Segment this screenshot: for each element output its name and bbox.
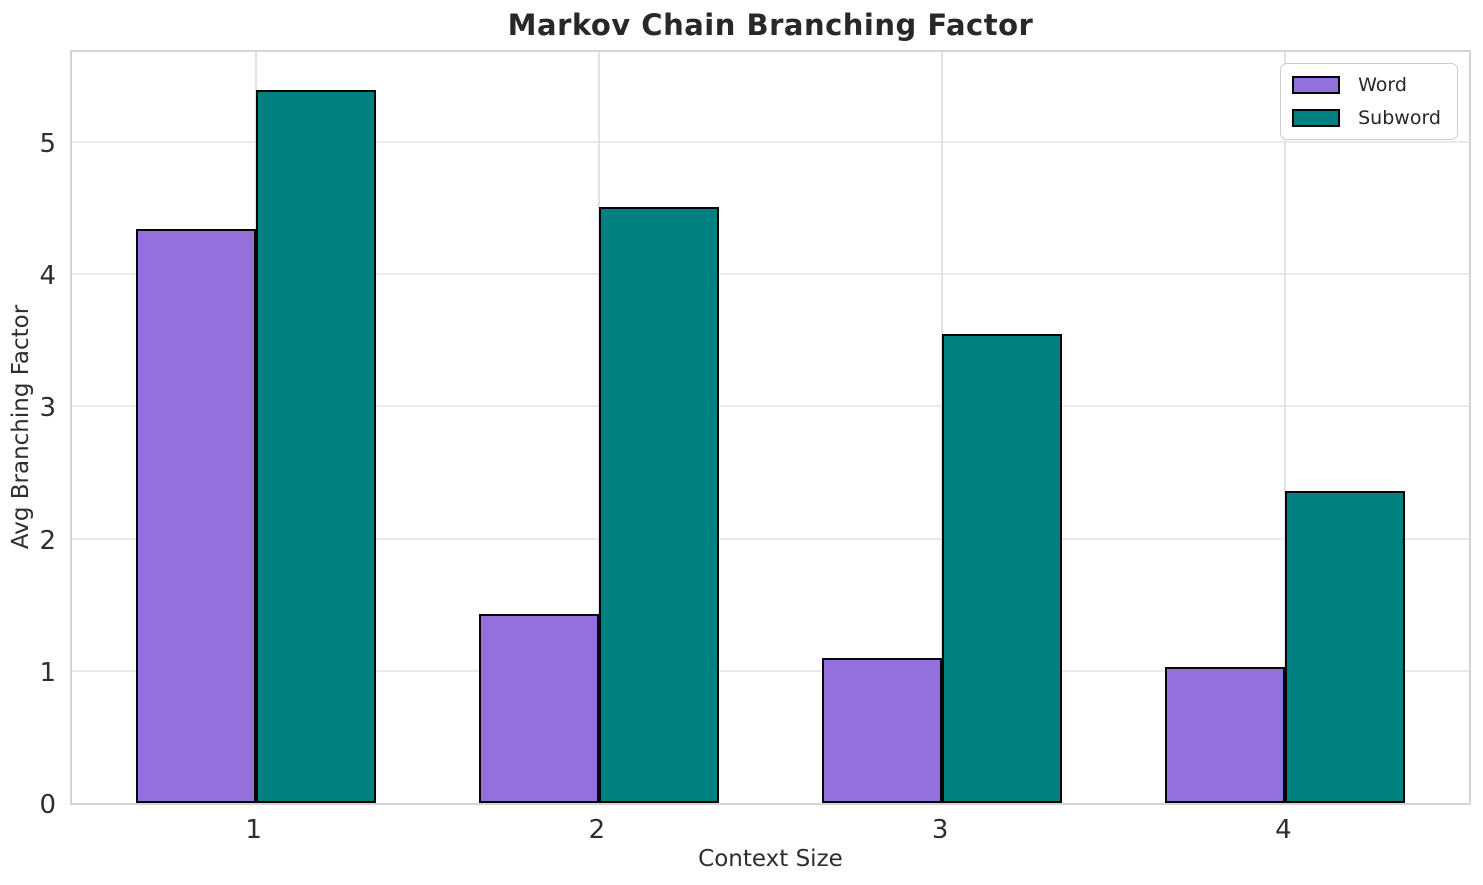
- legend-label-subword: Subword: [1358, 107, 1441, 129]
- bar-word-cat2: [478, 613, 599, 803]
- legend: Word Subword: [1280, 63, 1458, 140]
- ytick-label-3: 3: [39, 393, 56, 424]
- h-gridline-2: [72, 537, 1469, 540]
- plot-area: Word Subword: [70, 50, 1471, 805]
- bar-word-cat3: [821, 657, 943, 803]
- bar-word-cat1: [135, 229, 256, 803]
- x-axis-label: Context Size: [698, 846, 843, 872]
- legend-label-word: Word: [1358, 74, 1407, 96]
- h-gridline-4: [72, 273, 1469, 276]
- ytick-label-2: 2: [39, 525, 56, 556]
- chart-title: Markov Chain Branching Factor: [507, 8, 1034, 42]
- h-gridline-1: [72, 669, 1469, 672]
- bar-subword-cat2: [598, 206, 719, 803]
- legend-swatch-word: [1292, 76, 1341, 94]
- ytick-label-4: 4: [39, 261, 56, 292]
- ytick-label-5: 5: [39, 128, 56, 159]
- h-gridline-3: [72, 405, 1469, 408]
- h-gridline-5: [72, 140, 1469, 143]
- xtick-label-4: 4: [1275, 815, 1292, 845]
- xtick-label-2: 2: [588, 815, 606, 845]
- bar-subword-cat1: [255, 90, 376, 803]
- ytick-label-0: 0: [39, 790, 56, 820]
- y-axis-ticks: 0 1 2 3 4 5: [0, 50, 56, 818]
- xtick-label-3: 3: [931, 815, 949, 845]
- bar-word-cat4: [1165, 666, 1286, 803]
- legend-swatch-subword: [1292, 109, 1341, 127]
- xtick-label-1: 1: [245, 815, 262, 845]
- v-gridline-4: [1284, 52, 1287, 803]
- bar-subword-cat3: [942, 333, 1063, 803]
- x-axis-ticks: 1 2 3 4: [70, 805, 1471, 847]
- legend-item-subword: Subword: [1292, 107, 1441, 129]
- legend-item-word: Word: [1292, 74, 1441, 96]
- bar-subword-cat4: [1285, 490, 1406, 803]
- ytick-label-1: 1: [39, 657, 56, 688]
